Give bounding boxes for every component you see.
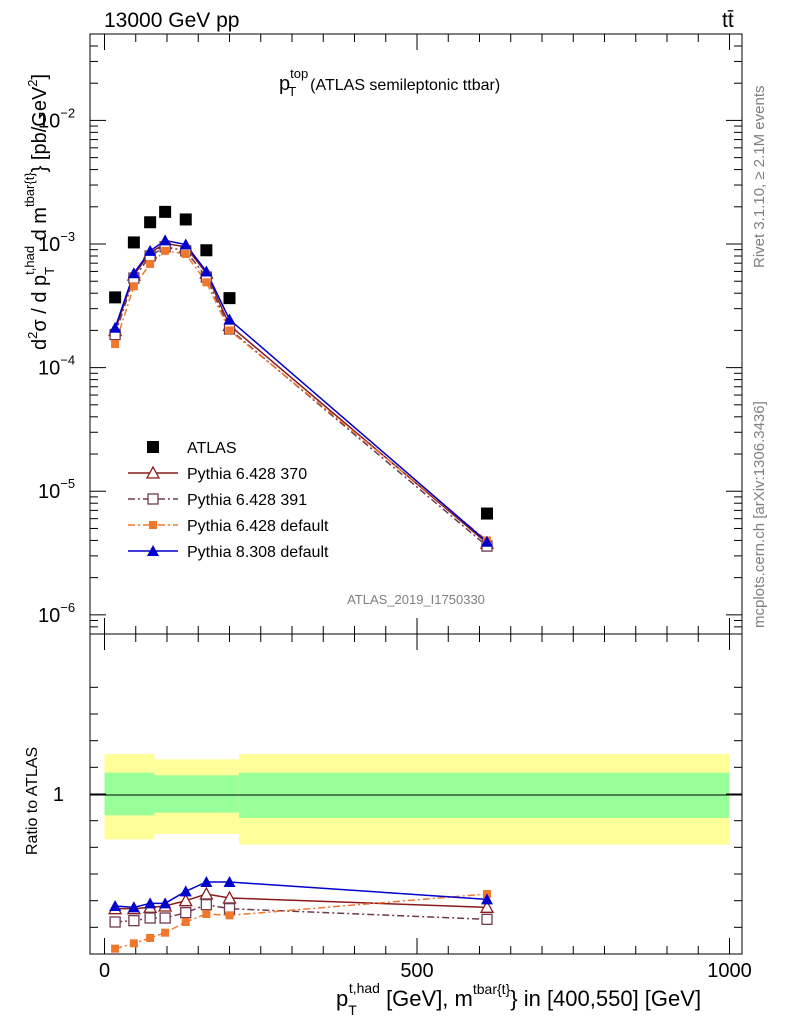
marker-data [179,213,192,226]
ratio-marker-p6def [146,934,155,942]
ratio-marker-p391 [481,913,493,925]
ratio-marker-p6def [225,911,234,920]
main-y-ticks [90,33,742,635]
marker-p6def [202,278,211,287]
ratio-y-axis-label: Ratio to ATLAS [24,747,41,855]
legend-label-p391: Pythia 6.428 391 [187,492,307,509]
legend-label-data: ATLAS [187,440,237,457]
legend-marker-p391 [147,493,159,505]
marker-p8def [481,535,493,547]
ratio-marker-p8def [223,876,236,887]
ratio-marker-p6def [111,944,120,953]
ratio-marker-p391 [109,916,121,928]
ratio-marker-p391 [128,915,140,927]
marker-p8def [144,244,157,256]
marker-p6def [146,259,155,268]
legend-label-p8def: Pythia 8.308 default [187,544,329,561]
ratio-marker-p8def [159,897,172,909]
marker-data [127,236,140,249]
main-y-tick-label: 10−2 [38,105,75,132]
plot-title: ptop T (ATLAS semileptonic ttbar) [279,66,500,99]
ratio-line-p8def [115,881,488,909]
ratio-marker-p391 [144,912,156,924]
ratio-marker-p370 [222,890,237,904]
legend-marker-p6def [149,521,157,529]
ratio-y-tick-label: 1 [53,784,64,806]
ratio-marker-p6def [181,918,190,926]
marker-data [159,205,172,218]
series-line-p8def [114,239,488,543]
rivet-label: Rivet 3.1.10, ≥ 2.1M events [751,86,768,269]
ratio-plot-panel: 0 500 1000 1 [53,633,752,982]
ratio-marker-p8def [109,900,122,911]
ratio-marker-p391 [200,899,213,911]
legend: ATLAS Pythia 6.428 370 Pythia 6.428 391 Pyt… [128,440,329,561]
ratio-marker-p8def [179,885,192,897]
ratio-series-markers [108,876,495,953]
main-series-markers [108,205,495,552]
ratio-x-tick-label: 1000 [707,960,752,982]
legend-label-p6def: Pythia 6.428 default [187,518,329,535]
marker-data [200,244,213,257]
ratio-x-tick-label: 0 [99,960,110,982]
main-y-tick-label: 10−3 [38,229,75,256]
ratio-x-tick-label: 500 [400,960,433,982]
analysis-watermark: ATLAS_2019_I1750330 [347,592,485,607]
marker-data [481,507,493,520]
ratio-marker-p391 [180,907,192,919]
series-line-p370 [114,242,488,544]
legend-marker-data [147,441,159,453]
marker-data [223,292,236,305]
ratio-line-p391 [115,903,488,923]
header-left: 13000 GeV pp [104,9,239,32]
marker-p6def [129,282,138,291]
marker-p8def [109,321,122,333]
marker-p6def [161,246,170,255]
legend-marker-p370 [145,465,161,479]
ratio-band-inner [104,772,155,816]
main-y-tick-labels: 10−6 10−5 10−4 10−3 10−2 [38,105,75,626]
ratio-series-lines [114,881,488,950]
marker-p8def [179,238,192,250]
ratio-marker-p6def [161,928,170,937]
ratio-ticks: 0 500 1000 1 [53,634,752,982]
ratio-marker-p6def [129,939,138,948]
main-plot-panel: 10−6 10−5 10−4 10−3 10−2 [38,33,743,635]
marker-p8def [127,267,140,279]
marker-p6def [225,326,234,335]
ratio-band-inner [154,775,239,813]
ratio-marker-p370 [178,893,193,907]
marker-p8def [223,313,236,325]
ratio-marker-p370 [479,899,495,913]
main-y-axis-label: d2σ / d pTt,had d mtbar{t}} [pb/GeV2] [22,74,57,350]
main-y-tick-label: 10−4 [38,353,75,380]
marker-data [109,291,122,304]
header-right: tt̄ [722,9,734,32]
main-y-tick-label: 10−5 [38,476,75,503]
legend-label-p370: Pythia 6.428 370 [187,466,307,483]
marker-data [144,216,157,229]
legend-marker-p8def [147,545,159,556]
marker-p8def [200,265,213,277]
x-axis-label: pTt,had [GeV], mtbar{t}} in [400,550] [G… [336,980,701,1018]
ratio-line-p6def [114,893,488,950]
ratio-marker-p8def [127,901,140,913]
ratio-marker-p8def [144,897,157,909]
ratio-marker-p370 [199,886,214,900]
ratio-uncertainty-bands [104,754,730,845]
marker-p6def [181,250,190,259]
ratio-marker-p6def [202,910,211,918]
marker-p8def [159,234,172,246]
ratio-marker-p8def [200,876,213,887]
ratio-marker-p8def [481,893,493,905]
main-x-ticks [104,34,730,634]
main-y-tick-label: 10−6 [38,600,75,627]
marker-p6def [111,340,120,349]
mcplots-label: mcplots.cern.ch [arXiv:1306.3436] [751,401,768,628]
ratio-marker-p391 [159,912,171,924]
